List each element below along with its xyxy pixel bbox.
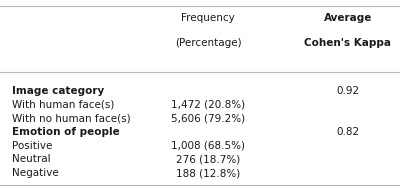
Text: Cohen's Kappa: Cohen's Kappa [304,38,392,48]
Text: Neutral: Neutral [12,154,51,164]
Text: 0.92: 0.92 [336,86,360,96]
Text: 1,472 (20.8%): 1,472 (20.8%) [171,99,245,109]
Text: (Percentage): (Percentage) [175,38,241,48]
Text: Negative: Negative [12,168,59,178]
Text: 188 (12.8%): 188 (12.8%) [176,168,240,178]
Text: 5,606 (79.2%): 5,606 (79.2%) [171,113,245,123]
Text: 0.82: 0.82 [336,127,360,137]
Text: 276 (18.7%): 276 (18.7%) [176,154,240,164]
Text: Emotion of people: Emotion of people [12,127,120,137]
Text: Image category: Image category [12,86,104,96]
Text: Positive: Positive [12,141,52,151]
Text: Average: Average [324,13,372,23]
Text: With human face(s): With human face(s) [12,99,114,109]
Text: 1,008 (68.5%): 1,008 (68.5%) [171,141,245,151]
Text: Frequency: Frequency [181,13,235,23]
Text: With no human face(s): With no human face(s) [12,113,131,123]
